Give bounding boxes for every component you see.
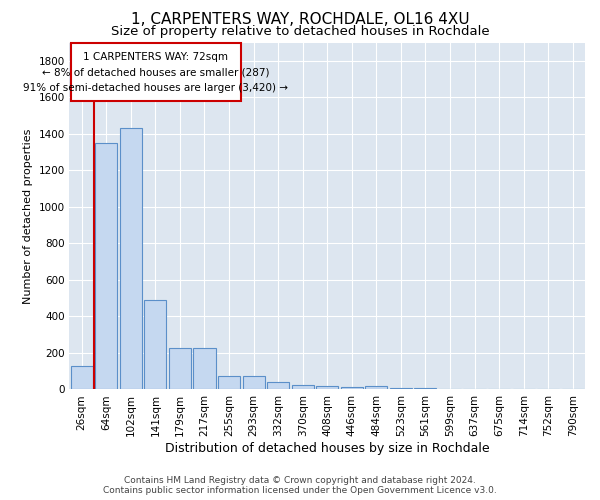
Bar [120,128,142,390]
Bar [169,348,191,390]
Bar [292,385,314,390]
Bar [463,388,485,390]
Text: 1, CARPENTERS WAY, ROCHDALE, OL16 4XU: 1, CARPENTERS WAY, ROCHDALE, OL16 4XU [131,12,469,28]
Bar [242,376,265,390]
X-axis label: Distribution of detached houses by size in Rochdale: Distribution of detached houses by size … [165,442,490,455]
Bar [71,366,93,390]
Bar [488,388,510,390]
Bar [415,388,436,390]
Bar [365,386,388,390]
Y-axis label: Number of detached properties: Number of detached properties [23,128,33,304]
Bar [193,348,215,390]
Bar [145,300,166,390]
Bar [218,376,240,390]
Bar [95,143,118,390]
Text: Size of property relative to detached houses in Rochdale: Size of property relative to detached ho… [110,25,490,38]
Bar [71,44,241,101]
Bar [316,386,338,390]
Bar [390,388,412,390]
Bar [562,389,584,390]
Bar [537,389,559,390]
Bar [341,386,363,390]
Bar [439,388,461,390]
Text: 1 CARPENTERS WAY: 72sqm
← 8% of detached houses are smaller (287)
91% of semi-de: 1 CARPENTERS WAY: 72sqm ← 8% of detached… [23,52,289,93]
Bar [512,388,535,390]
Bar [267,382,289,390]
Text: Contains HM Land Registry data © Crown copyright and database right 2024.
Contai: Contains HM Land Registry data © Crown c… [103,476,497,495]
